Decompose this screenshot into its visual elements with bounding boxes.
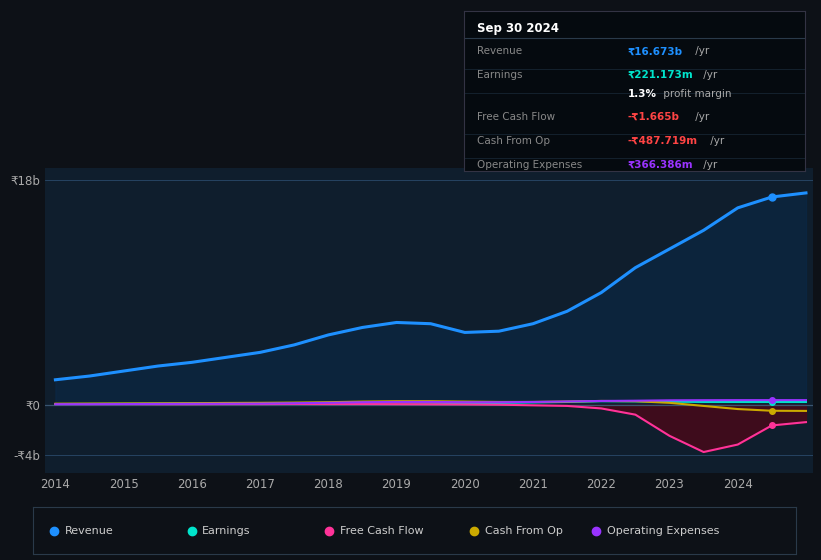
Text: /yr: /yr [708,136,725,146]
Text: -₹487.719m: -₹487.719m [627,136,698,146]
Text: Operating Expenses: Operating Expenses [478,160,583,170]
Text: Sep 30 2024: Sep 30 2024 [478,22,559,35]
Text: /yr: /yr [699,160,717,170]
Text: ₹366.386m: ₹366.386m [627,160,693,170]
Text: Revenue: Revenue [65,526,113,535]
Text: Revenue: Revenue [478,46,523,57]
Text: ₹221.173m: ₹221.173m [627,70,693,80]
Text: Free Cash Flow: Free Cash Flow [340,526,424,535]
Text: /yr: /yr [699,70,717,80]
Text: Cash From Op: Cash From Op [485,526,562,535]
Text: Earnings: Earnings [202,526,251,535]
Text: /yr: /yr [692,46,709,57]
Text: 1.3%: 1.3% [627,90,657,100]
Text: Free Cash Flow: Free Cash Flow [478,112,556,122]
Text: Cash From Op: Cash From Op [478,136,551,146]
Text: -₹1.665b: -₹1.665b [627,112,680,122]
Text: ₹16.673b: ₹16.673b [627,46,682,57]
Text: Earnings: Earnings [478,70,523,80]
Text: Operating Expenses: Operating Expenses [607,526,719,535]
Text: profit margin: profit margin [660,90,732,100]
Text: /yr: /yr [692,112,709,122]
